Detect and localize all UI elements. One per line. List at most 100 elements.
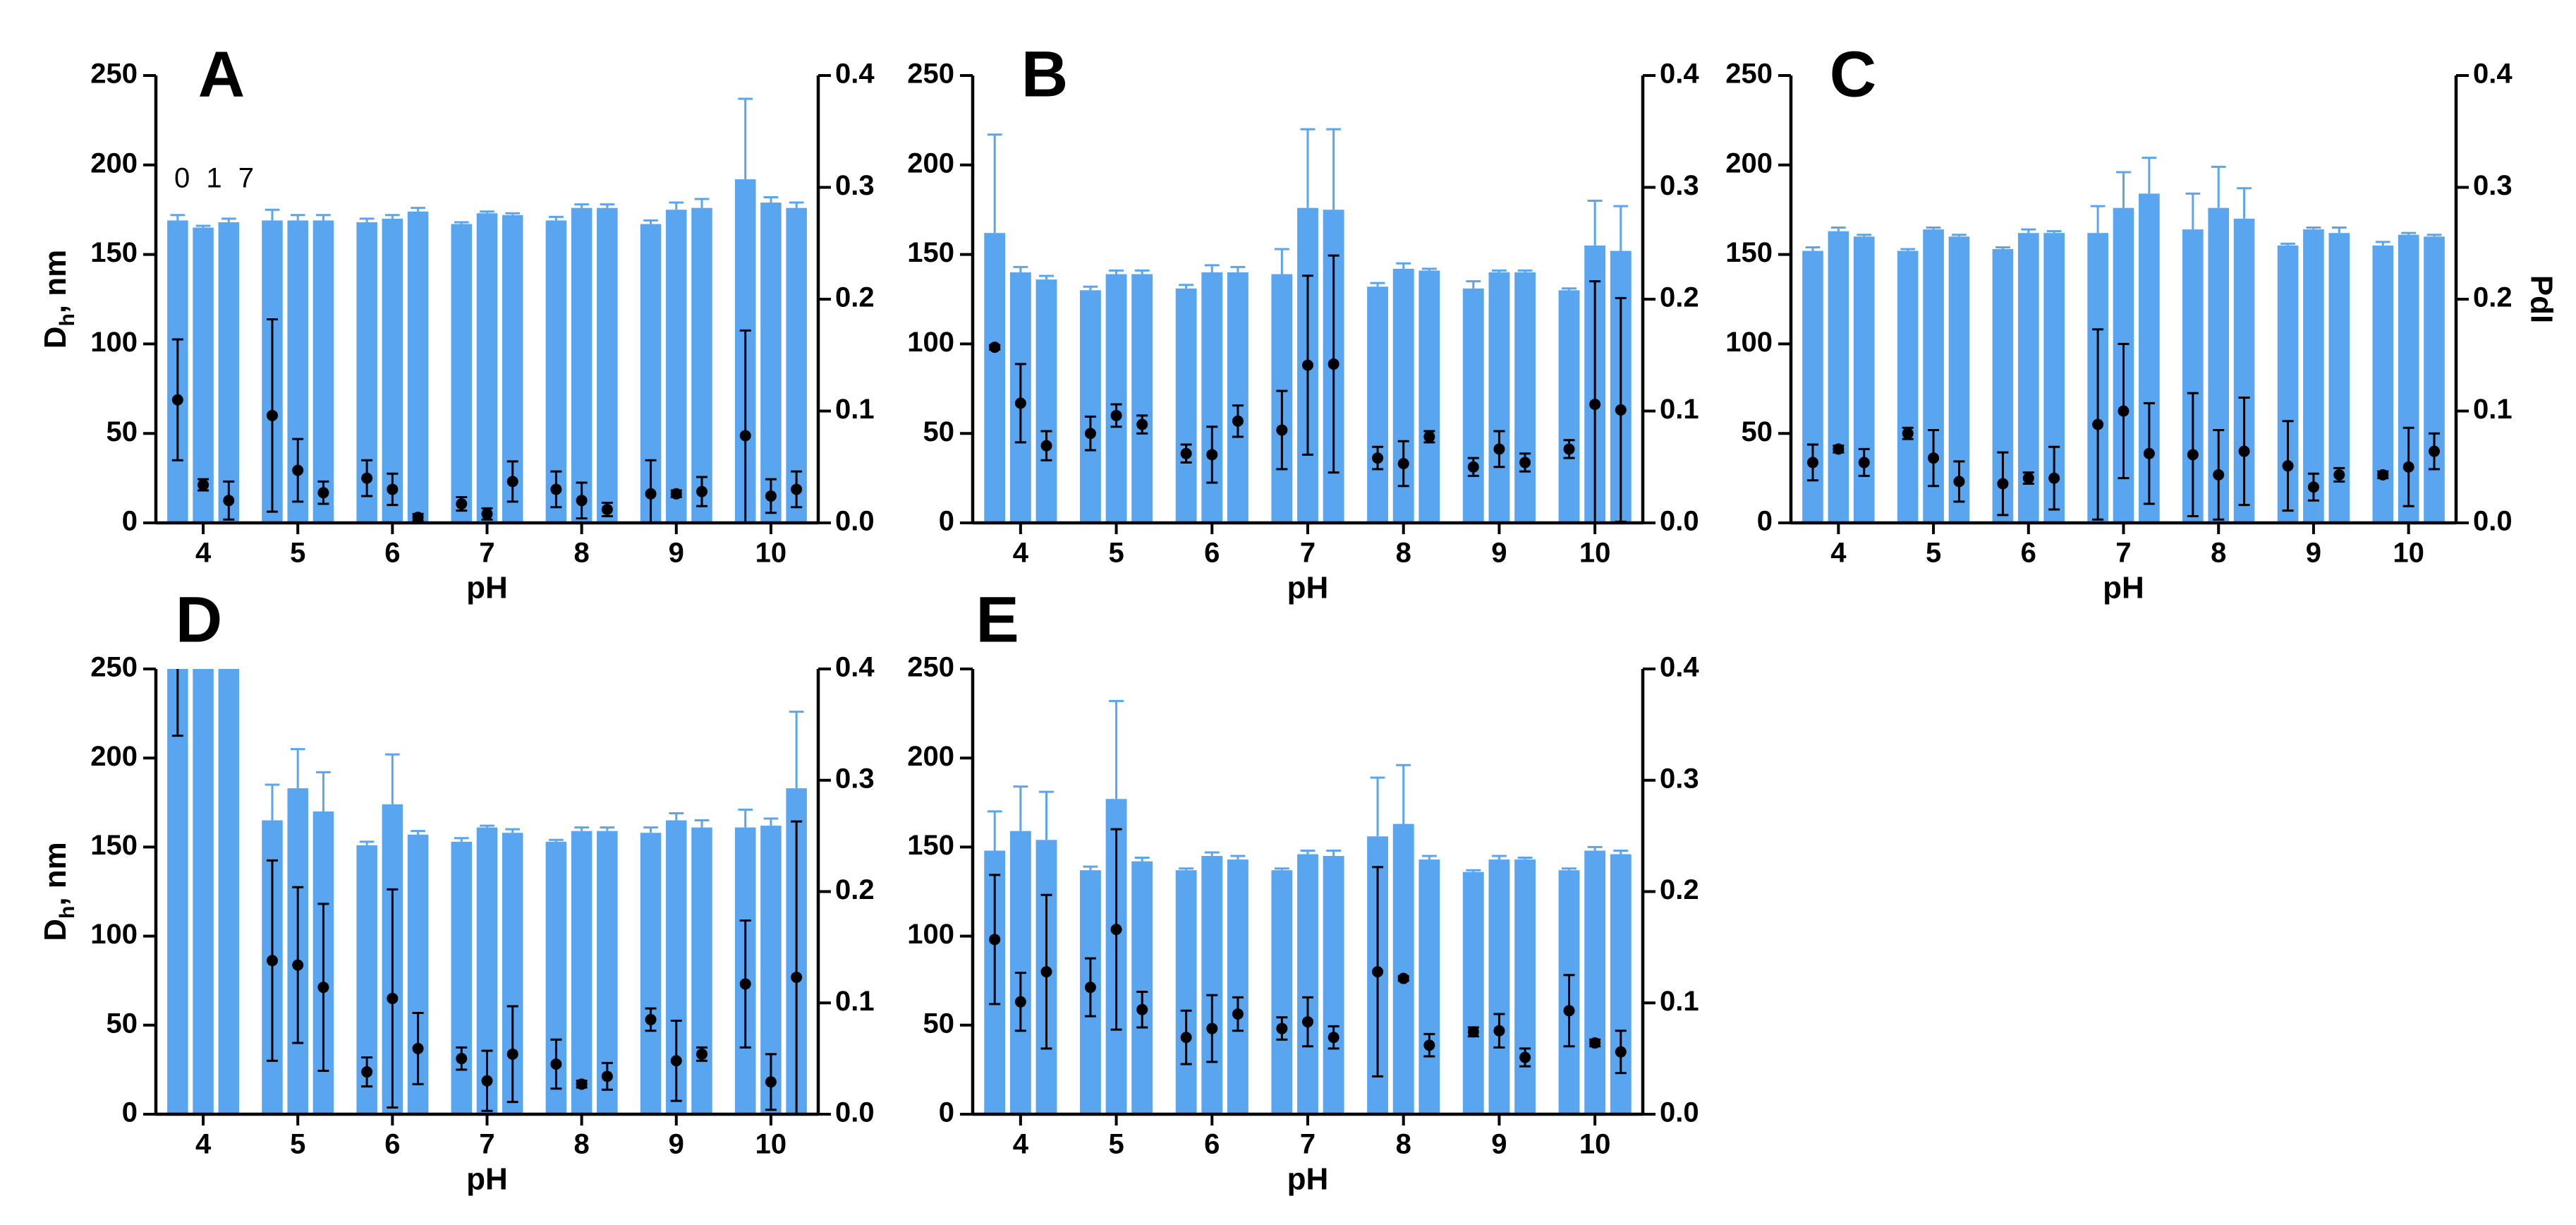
bar-error <box>359 840 375 845</box>
pdi-point <box>1953 476 1965 488</box>
y-tick-label: 50 <box>107 1008 138 1039</box>
pdi-point <box>412 512 424 523</box>
y-tick-label: 0 <box>122 1097 138 1128</box>
bar-error <box>1421 267 1437 271</box>
x-tick-label: 10 <box>2393 538 2424 569</box>
panel-letter: D <box>176 584 222 656</box>
bar <box>1105 274 1127 523</box>
pdi-point <box>1423 1039 1435 1051</box>
y2-tick-label: 0.1 <box>835 986 875 1017</box>
bar-error <box>411 207 425 212</box>
bar-error <box>2185 192 2201 230</box>
bar <box>382 218 403 523</box>
y-axis-label: Dh, nm <box>38 250 80 349</box>
x-tick-label: 8 <box>2211 538 2226 569</box>
x-tick-label: 4 <box>1830 538 1847 569</box>
bar-error <box>763 817 779 826</box>
bar-error <box>2426 234 2442 237</box>
x-axis-label: pH <box>1287 571 1329 605</box>
pdi-point <box>361 1066 373 1078</box>
bar <box>1558 290 1580 523</box>
y-tick-label: 0 <box>1757 506 1773 537</box>
pdi-point <box>387 483 399 495</box>
pdi-point <box>1110 924 1122 936</box>
y-tick-label: 250 <box>907 59 954 90</box>
bar-error <box>1274 248 1289 274</box>
bar-error <box>1466 280 1481 289</box>
bar-error <box>1230 265 1246 272</box>
bar-error <box>290 748 305 789</box>
pdi-point <box>266 409 278 421</box>
pdi-point <box>1493 443 1505 455</box>
bar-error <box>2021 228 2036 234</box>
y-tick-label: 200 <box>90 741 138 772</box>
pdi-point <box>481 1075 493 1087</box>
pdi-point <box>2377 469 2389 481</box>
bar-error <box>2375 241 2390 246</box>
pdi-point <box>1997 478 2009 490</box>
x-tick-label: 7 <box>1300 1129 1316 1160</box>
bar-error <box>1134 269 1150 274</box>
pdi-point <box>317 487 329 499</box>
bar <box>451 224 473 523</box>
pdi-point <box>1328 1032 1339 1044</box>
pdi-point <box>765 1076 777 1088</box>
bar-error <box>316 771 331 811</box>
pdi-point <box>1563 1005 1575 1017</box>
bar <box>1131 274 1153 523</box>
pdi-point <box>1397 972 1409 984</box>
x-tick-label: 9 <box>669 538 684 569</box>
pdi-point <box>1372 966 1384 978</box>
x-tick-label: 7 <box>2115 538 2131 569</box>
pdi-point <box>1372 452 1384 464</box>
bar <box>1227 859 1248 1114</box>
bar <box>1488 859 1510 1114</box>
y-axis-label-part: h <box>56 313 79 326</box>
x-tick-label: 8 <box>574 538 590 569</box>
y-tick-label: 250 <box>1725 59 1773 90</box>
bar-error <box>1326 849 1342 857</box>
y-tick-label: 100 <box>907 327 954 358</box>
bar <box>691 827 712 1114</box>
panel-letter: C <box>1830 38 1876 110</box>
bar-error <box>1613 205 1629 251</box>
bar-error <box>1013 785 1028 831</box>
bar-error <box>1326 128 1342 210</box>
pdi-point <box>791 483 803 495</box>
x-axis-label: pH <box>466 571 508 605</box>
y-tick-label: 100 <box>1725 327 1773 358</box>
bar-error <box>1613 849 1629 855</box>
annotation: 0 1 7 <box>174 163 258 194</box>
pdi-point <box>1589 398 1601 410</box>
bar-error <box>600 203 615 208</box>
y-tick-label: 200 <box>1725 147 1773 179</box>
bar <box>1392 823 1414 1114</box>
bar-error <box>600 826 615 831</box>
bar-error <box>1517 857 1533 860</box>
bar <box>1323 856 1344 1114</box>
pdi-point <box>506 1048 518 1060</box>
bar <box>1201 272 1223 523</box>
y-tick-label: 50 <box>923 1008 955 1039</box>
pdi-point <box>1206 449 1218 461</box>
bar <box>1584 850 1606 1114</box>
plot-area <box>167 669 807 1114</box>
pdi-point <box>1467 461 1479 473</box>
pdi-point <box>1615 404 1627 416</box>
y2-tick-label: 0.2 <box>1660 282 1699 313</box>
x-tick-label: 10 <box>755 1129 787 1160</box>
x-tick-label: 7 <box>479 538 494 569</box>
bar-error <box>2141 157 2157 194</box>
bar <box>1080 290 1101 523</box>
y-axis-label-part: , nm <box>38 250 73 313</box>
y-axis-label-part: , nm <box>38 842 73 905</box>
bar-error <box>1083 865 1098 871</box>
bar-error <box>1396 262 1411 269</box>
x-tick-label: 6 <box>2021 538 2036 569</box>
bar <box>2372 245 2394 523</box>
bar <box>1514 272 1536 523</box>
x-tick-label: 4 <box>195 538 212 569</box>
pdi-point <box>1040 966 1052 978</box>
bar-error <box>1013 265 1028 272</box>
y-axis-label-part: D <box>38 327 73 349</box>
